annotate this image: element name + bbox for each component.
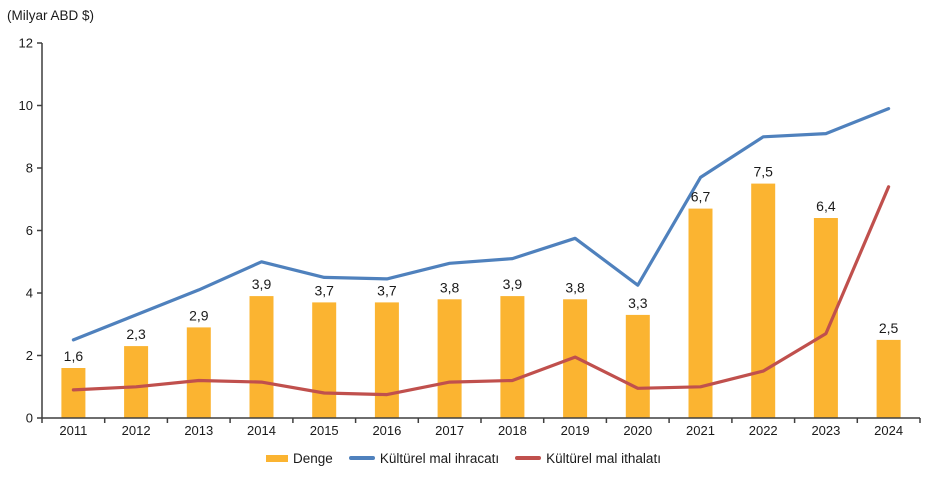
x-tick-label-2016: 2016 — [372, 423, 401, 438]
bars-denge — [61, 183, 901, 419]
legend-swatch-imports — [515, 456, 542, 460]
x-tick-label-2014: 2014 — [247, 423, 276, 438]
bar-value-label-2014: 3,9 — [252, 276, 272, 292]
x-tick-label-2012: 2012 — [122, 423, 151, 438]
bar-2018 — [500, 296, 525, 418]
y-tick-label: 12 — [19, 36, 33, 51]
x-tick-label-2018: 2018 — [498, 423, 527, 438]
bar-value-label-2022: 7,5 — [753, 164, 773, 180]
tick-labels: 0 2 4 6 8 10 12 2011 2012 2013 2014 2015 2016 2017 201… — [19, 36, 904, 439]
x-tick-label-2013: 2013 — [184, 423, 213, 438]
bar-value-label-2012: 2,3 — [126, 326, 146, 342]
bar-value-label-2017: 3,8 — [440, 279, 460, 295]
legend-label-denge: Denge — [293, 450, 333, 466]
legend-swatch-denge — [266, 454, 289, 462]
x-tick-label-2023: 2023 — [811, 423, 840, 438]
x-tick-label-2022: 2022 — [749, 423, 778, 438]
x-tick-label-2011: 2011 — [59, 423, 87, 438]
bar-value-label-2015: 3,7 — [314, 282, 334, 298]
legend-item-exports: Kültürel mal ihracatı — [348, 450, 500, 466]
bar-value-label-2024: 2,5 — [879, 320, 899, 336]
y-tick-label: 6 — [26, 223, 33, 238]
y-tick-label: 2 — [26, 348, 33, 363]
bar-value-label-2021: 6,7 — [691, 189, 711, 205]
bar-value-label-2013: 2,9 — [189, 307, 209, 323]
bar-2013 — [186, 327, 211, 418]
y-tick-label: 8 — [26, 161, 33, 176]
bar-value-label-2016: 3,7 — [377, 282, 397, 298]
bar-2011 — [61, 368, 86, 418]
legend-item-imports: Kültürel mal ithalatı — [515, 451, 661, 466]
imports-line — [71, 185, 891, 397]
x-tick-label-2015: 2015 — [310, 423, 339, 438]
x-tick-label-2019: 2019 — [561, 423, 590, 438]
x-tick-label-2020: 2020 — [623, 423, 652, 438]
bar-value-label-2018: 3,9 — [503, 276, 523, 292]
bar-2024 — [876, 339, 901, 418]
bar-value-label-2020: 3,3 — [628, 295, 648, 311]
bar-2017 — [437, 299, 462, 419]
bar-2021 — [688, 208, 713, 418]
bar-value-label-2019: 3,8 — [565, 279, 585, 295]
x-tick-label-2021: 2021 — [686, 423, 715, 438]
bar-2022 — [751, 183, 776, 418]
x-tick-label-2017: 2017 — [435, 423, 464, 438]
axes — [37, 42, 921, 423]
legend-label-imports: Kültürel mal ithalatı — [546, 450, 661, 466]
bar-2016 — [374, 302, 399, 418]
bar-2012 — [124, 346, 149, 418]
bar-value-labels: 1,6 2,3 2,9 3,9 3,7 3,7 3,8 3,9 3,8 3,3 6,7 7,5 6,4 2… — [64, 164, 899, 364]
bar-2015 — [312, 302, 337, 418]
axis-unit-label: (Milyar ABD $) — [7, 8, 95, 23]
bar-value-label-2011: 1,6 — [64, 348, 84, 364]
legend-label-exports: Kültürel mal ihracatı — [379, 450, 500, 466]
legend-swatch-exports — [348, 456, 375, 460]
bar-2020 — [625, 314, 650, 418]
y-tick-label: 4 — [26, 286, 33, 301]
exports-line — [71, 106, 891, 342]
x-tick-label-2024: 2024 — [874, 423, 903, 438]
legend: Denge Kültürel mal ihracatı Kültürel mal… — [0, 448, 927, 468]
bar-2014 — [249, 296, 274, 418]
legend-item-denge: Denge — [266, 451, 333, 466]
y-tick-label: 10 — [19, 98, 33, 113]
y-tick-label: 0 — [26, 411, 33, 426]
bar-value-label-2023: 6,4 — [816, 198, 836, 214]
